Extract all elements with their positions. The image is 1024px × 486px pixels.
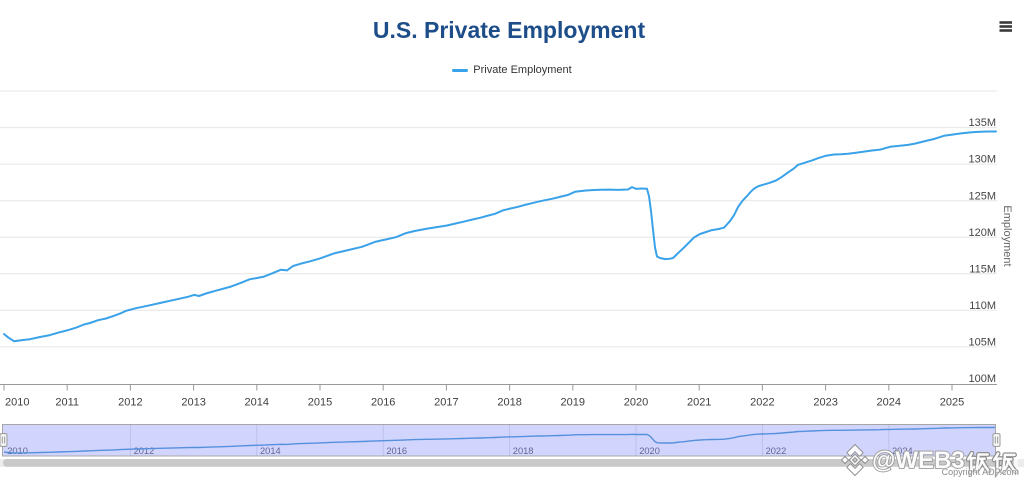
svg-text:2017: 2017 [434, 397, 458, 409]
svg-text:2012: 2012 [118, 397, 142, 409]
svg-text:125M: 125M [968, 190, 996, 202]
svg-text:2014: 2014 [245, 397, 269, 409]
svg-text:2024: 2024 [877, 397, 901, 409]
svg-text:105M: 105M [968, 337, 996, 349]
svg-text:2025: 2025 [940, 397, 964, 409]
svg-text:2010: 2010 [7, 446, 28, 456]
svg-text:100M: 100M [968, 373, 996, 385]
svg-text:2018: 2018 [513, 446, 534, 456]
svg-text:2016: 2016 [386, 446, 407, 456]
svg-text:2011: 2011 [55, 397, 79, 409]
svg-text:Employment: Employment [1001, 205, 1013, 266]
svg-text:2019: 2019 [561, 397, 585, 409]
svg-text:2010: 2010 [5, 397, 29, 409]
svg-text:120M: 120M [968, 227, 996, 239]
svg-text:2020: 2020 [639, 446, 660, 456]
svg-text:135M: 135M [968, 117, 996, 129]
svg-text:110M: 110M [969, 300, 996, 312]
svg-text:2016: 2016 [371, 397, 395, 409]
svg-text:2021: 2021 [687, 397, 711, 409]
svg-text:130M: 130M [968, 154, 996, 166]
svg-text:@WEB3: @WEB3 [872, 447, 965, 474]
svg-text:2022: 2022 [766, 446, 787, 456]
svg-text:2018: 2018 [497, 397, 521, 409]
svg-text:2014: 2014 [260, 446, 281, 456]
svg-text:2012: 2012 [134, 446, 155, 456]
svg-text:2015: 2015 [308, 397, 332, 409]
svg-text:2024: 2024 [892, 446, 913, 456]
svg-text:2022: 2022 [750, 397, 774, 409]
svg-text:2020: 2020 [624, 397, 648, 409]
svg-text:115M: 115M [969, 263, 996, 275]
svg-text:2013: 2013 [181, 397, 205, 409]
svg-text:2023: 2023 [813, 397, 837, 409]
